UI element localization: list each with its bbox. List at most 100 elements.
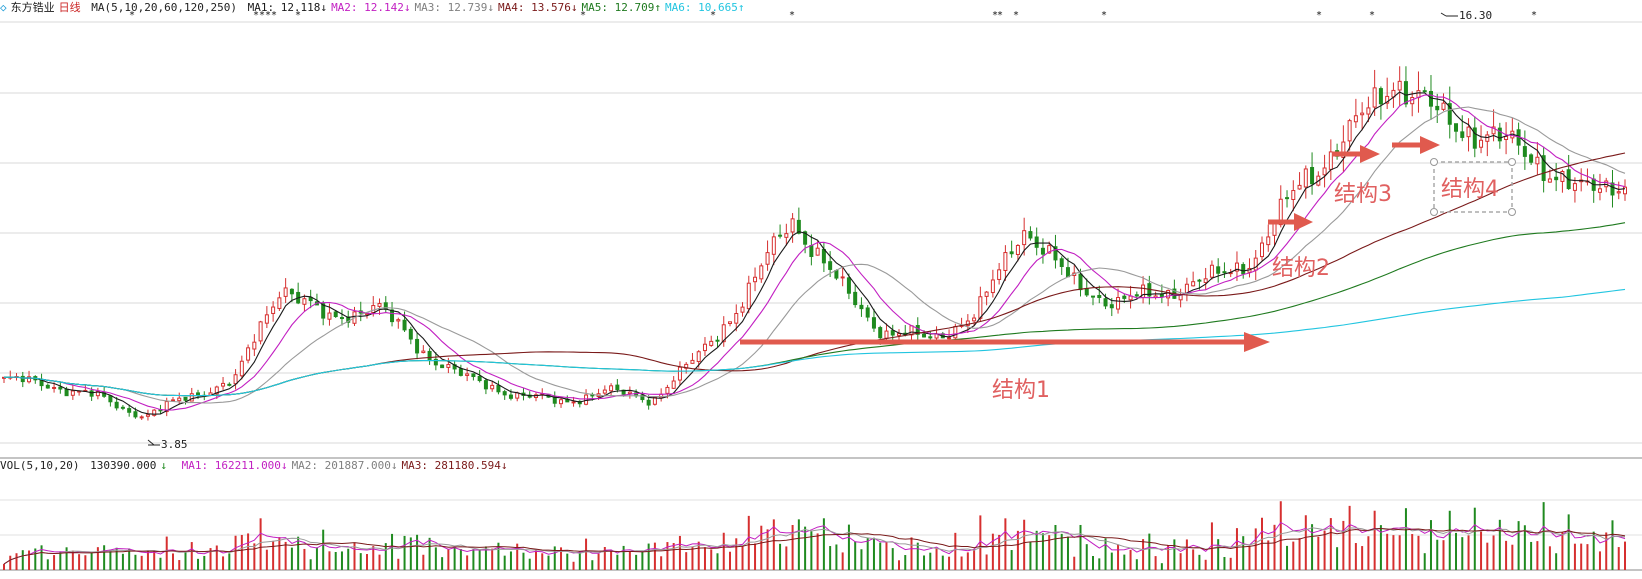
candle-body bbox=[1285, 197, 1290, 200]
candle-body bbox=[1560, 171, 1565, 182]
candle-body bbox=[1597, 188, 1602, 193]
vol-ma10-line bbox=[3, 527, 1626, 565]
volume-ma-lines bbox=[3, 521, 1626, 565]
candle-body bbox=[1303, 168, 1308, 188]
candle-body bbox=[1009, 251, 1014, 255]
structure-label-4: 结构4 bbox=[1441, 177, 1499, 202]
candle-body bbox=[690, 359, 695, 364]
candle-body bbox=[922, 333, 927, 338]
vol-ma20-line bbox=[3, 527, 1626, 565]
ma-value-3: MA3: 12.739↓ bbox=[414, 1, 495, 14]
structure-label-3: 结构3 bbox=[1334, 182, 1392, 207]
candle-body bbox=[1065, 267, 1070, 278]
candle-body bbox=[1441, 102, 1446, 110]
candle-body bbox=[1466, 126, 1471, 138]
candle-body bbox=[965, 320, 970, 326]
candle-body bbox=[890, 330, 895, 336]
event-marker: * bbox=[1369, 10, 1375, 21]
candle-body bbox=[421, 350, 426, 354]
candle-body bbox=[183, 396, 188, 401]
candle-body bbox=[502, 391, 507, 396]
candle-body bbox=[133, 411, 138, 418]
candle-body bbox=[615, 384, 620, 390]
candle-body bbox=[415, 338, 420, 354]
candle-body bbox=[1353, 115, 1358, 123]
candle-body bbox=[64, 388, 69, 397]
vol-ma5-line bbox=[3, 521, 1626, 565]
volume-bars bbox=[3, 501, 1626, 570]
candle-body bbox=[790, 218, 795, 233]
candle-body bbox=[196, 392, 201, 395]
candle-body bbox=[1403, 81, 1408, 105]
candle-body bbox=[333, 311, 338, 318]
low-price-marker: 3.85 bbox=[147, 438, 188, 451]
vol-ma-value-1: MA1: 162211.000↓ bbox=[181, 459, 288, 472]
candle-body bbox=[784, 233, 789, 238]
candle-body bbox=[665, 386, 670, 394]
ma-values: MA1: 12.118↓ MA2: 12.142↓ MA3: 12.739↓ MA4:… bbox=[248, 1, 749, 14]
candle-body bbox=[1328, 151, 1333, 170]
candle-body bbox=[508, 394, 513, 399]
ma-value-6: MA6: 10.665↑ bbox=[665, 1, 745, 14]
candle-body bbox=[947, 337, 952, 340]
candle-body bbox=[1435, 105, 1440, 111]
candle-body bbox=[1460, 131, 1465, 138]
candle-body bbox=[214, 386, 219, 395]
candle-body bbox=[1422, 90, 1427, 93]
structure-label-4-box[interactable]: 结构4 bbox=[1430, 158, 1516, 216]
candle-body bbox=[984, 291, 989, 297]
candle-body bbox=[1310, 167, 1315, 185]
candle-body bbox=[170, 399, 175, 402]
candle-body bbox=[909, 325, 914, 336]
vol-value: 130390.000 ↓ bbox=[90, 459, 167, 472]
candle-body bbox=[321, 303, 326, 319]
candle-body bbox=[1522, 146, 1527, 157]
event-marker: * bbox=[1316, 10, 1322, 21]
candle-body bbox=[1047, 245, 1052, 254]
event-marker: * bbox=[253, 10, 259, 21]
candle-body bbox=[58, 386, 63, 390]
candle-body bbox=[346, 316, 351, 323]
vol-ma-value-2: MA2: 201887.000↓ bbox=[291, 459, 398, 472]
candle-body bbox=[433, 358, 438, 366]
candle-body bbox=[327, 312, 332, 320]
candle-body bbox=[1197, 279, 1202, 282]
candle-body bbox=[1109, 304, 1114, 309]
candle-body bbox=[1128, 295, 1133, 301]
candle-body bbox=[1535, 156, 1540, 165]
event-markers: * * * * * * * * * ** * * * * * bbox=[129, 10, 1537, 21]
candle-body bbox=[721, 324, 726, 343]
candle-body bbox=[753, 276, 758, 283]
structure-label-1: 结构1 bbox=[992, 378, 1050, 403]
candlesticks bbox=[2, 66, 1627, 421]
candle-body bbox=[1378, 88, 1383, 105]
event-marker: * bbox=[997, 10, 1003, 21]
event-marker: * bbox=[710, 10, 716, 21]
candle-body bbox=[990, 279, 995, 294]
candle-body bbox=[164, 401, 169, 413]
ma-params: MA(5,10,20,60,120,250) bbox=[91, 1, 237, 14]
candle-body bbox=[1291, 190, 1296, 201]
candle-body bbox=[627, 391, 632, 395]
candle-body bbox=[1022, 230, 1027, 246]
candle-body bbox=[477, 376, 482, 382]
candle-body bbox=[834, 270, 839, 279]
candle-body bbox=[1454, 123, 1459, 132]
event-marker: * bbox=[271, 10, 277, 21]
candle-body bbox=[145, 414, 150, 417]
candle-body bbox=[1347, 120, 1352, 142]
candle-body bbox=[696, 351, 701, 363]
candle-body bbox=[840, 276, 845, 279]
candle-body bbox=[728, 321, 733, 324]
event-marker: * bbox=[789, 10, 795, 21]
candle-body bbox=[1191, 281, 1196, 287]
candle-body bbox=[1166, 290, 1171, 299]
candle-body bbox=[114, 401, 119, 409]
candle-body bbox=[339, 317, 344, 320]
candle-body bbox=[1103, 298, 1108, 307]
candle-body bbox=[1159, 294, 1164, 297]
vol-ma-value-3: MA3: 281180.594↓ bbox=[401, 459, 508, 472]
candle-body bbox=[734, 313, 739, 324]
candle-body bbox=[271, 306, 276, 314]
candle-body bbox=[609, 385, 614, 392]
